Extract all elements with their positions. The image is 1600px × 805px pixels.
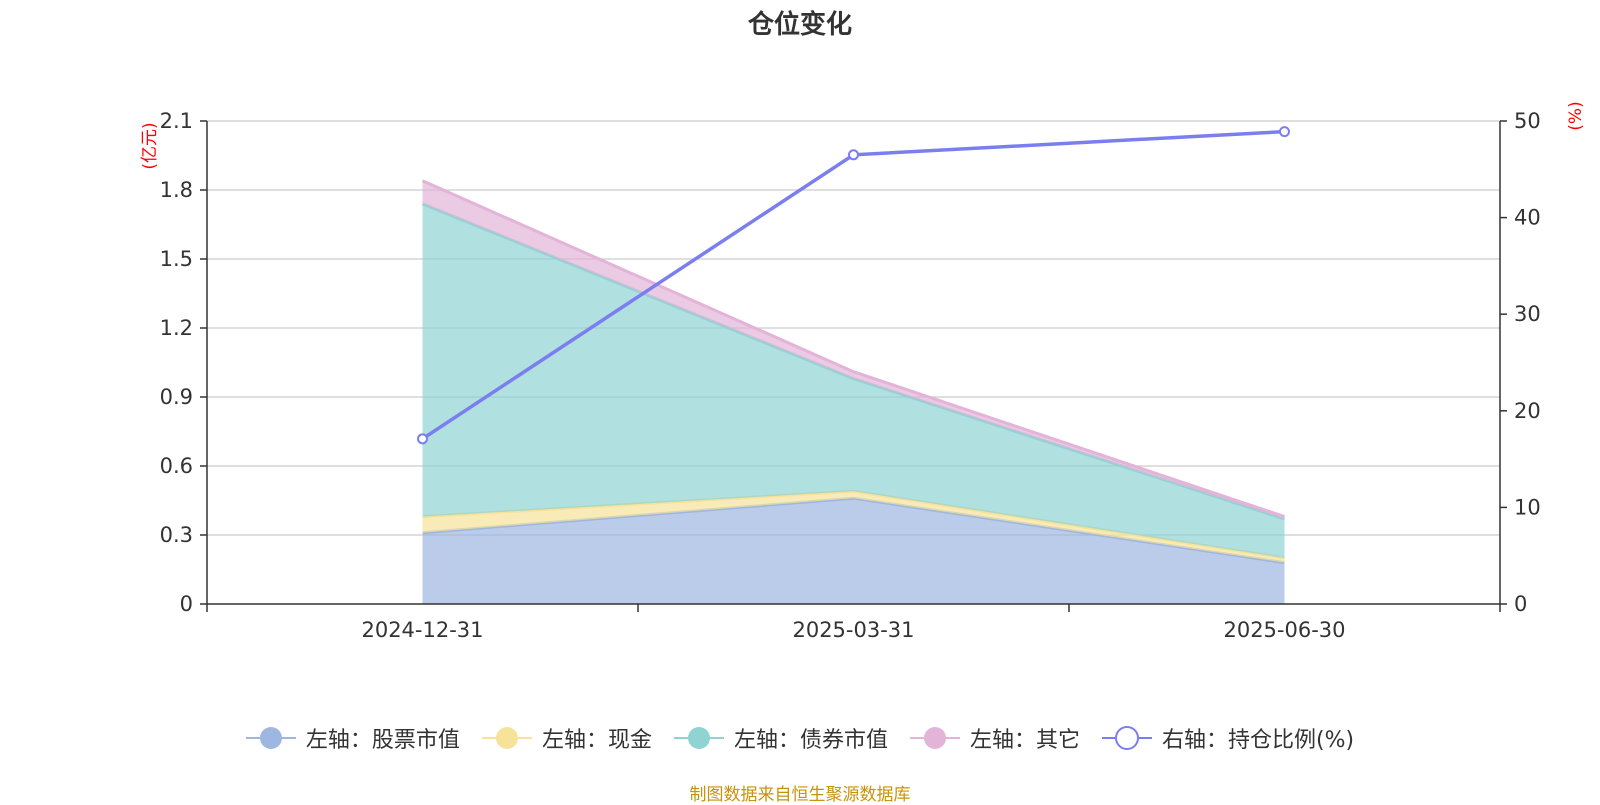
- legend-hollow-circle-icon: [1101, 726, 1152, 750]
- legend-item-stock[interactable]: 左轴：股票市值: [245, 722, 460, 754]
- x-tick-label: 2025-03-31: [792, 618, 914, 642]
- left-tick-label: 0: [180, 592, 193, 616]
- legend-label: 左轴：债券市值: [733, 728, 888, 753]
- legend: 左轴：股票市值 左轴：现金 左轴：债券市值 左轴：其它 右轴：持仓比例(%): [0, 722, 1600, 754]
- legend-circle-icon: [909, 727, 960, 749]
- legend-label: 左轴：其它: [969, 728, 1080, 753]
- axes: 0 0.3 0.6 0.9 1.2 1.5 1.8 2.1 0 10 20 30 40 50 2024-12…: [140, 101, 1586, 642]
- ratio-series: [417, 126, 1290, 445]
- ratio-point: [848, 149, 859, 161]
- legend-label: 左轴：现金: [541, 728, 652, 753]
- right-axis-unit: (%): [1566, 101, 1586, 130]
- x-tick-label: 2024-12-31: [361, 618, 483, 642]
- left-tick-label: 0.9: [160, 385, 193, 409]
- chart-title: 仓位变化: [747, 10, 852, 40]
- legend-label: 左轴：股票市值: [305, 728, 460, 753]
- left-tick-label: 1.2: [160, 316, 193, 340]
- right-tick-label: 20: [1514, 399, 1541, 423]
- area-cash: [422, 491, 1285, 563]
- legend-circle-icon: [245, 727, 296, 749]
- stacked-areas: [421, 179, 1285, 604]
- area-stock: [422, 498, 1285, 604]
- legend-item-bond[interactable]: 左轴：债券市值: [673, 722, 888, 754]
- left-tick-label: 0.3: [160, 523, 193, 547]
- left-tick-label: 0.6: [160, 454, 193, 478]
- right-tick-label: 50: [1514, 109, 1541, 133]
- left-tick-label: 1.5: [160, 247, 193, 271]
- x-tick-label: 2025-06-30: [1223, 618, 1345, 642]
- right-tick-label: 10: [1514, 495, 1541, 519]
- right-tick-label: 0: [1514, 592, 1527, 616]
- source-note: 制图数据来自恒生聚源数据库: [689, 785, 911, 805]
- ratio-point: [1279, 126, 1290, 138]
- legend-item-cash[interactable]: 左轴：现金: [481, 722, 652, 754]
- area-line-other: [421, 179, 1285, 519]
- right-tick-label: 30: [1514, 302, 1541, 326]
- ratio-point: [417, 433, 428, 445]
- legend-item-ratio[interactable]: 右轴：持仓比例(%): [1101, 722, 1355, 754]
- legend-circle-icon: [481, 727, 532, 749]
- left-tick-label: 2.1: [160, 109, 193, 133]
- legend-item-other[interactable]: 左轴：其它: [909, 722, 1080, 754]
- legend-label: 右轴：持仓比例(%): [1161, 728, 1355, 753]
- left-axis-unit: (亿元): [140, 122, 160, 169]
- legend-circle-icon: [673, 727, 724, 749]
- right-tick-label: 40: [1514, 206, 1541, 230]
- left-tick-label: 1.8: [160, 178, 193, 202]
